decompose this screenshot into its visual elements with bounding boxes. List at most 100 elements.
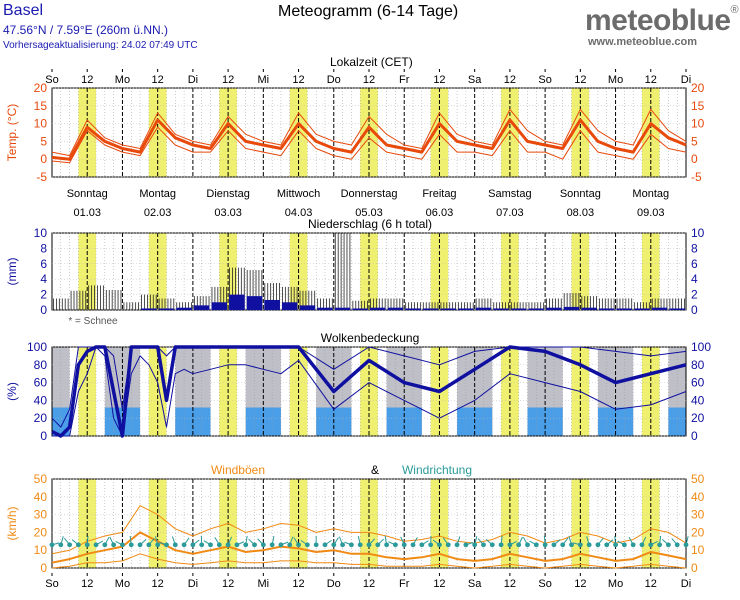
wind-dir-arrow <box>685 536 689 545</box>
wind-dir-arrow <box>183 537 190 546</box>
y-tick-right: 4 <box>691 272 698 286</box>
day-date: 03.03 <box>214 207 242 219</box>
y-tick-right: 0 <box>691 429 698 443</box>
precip-median-bar <box>370 307 386 310</box>
y-tick-right: 80 <box>691 358 705 372</box>
bottom-hour-label: Mi <box>258 578 270 590</box>
top-hour-label: So <box>538 74 551 86</box>
wind-dir-arrow <box>465 542 474 546</box>
wind-dir-marker <box>216 542 222 548</box>
top-hour-label: 12 <box>504 74 516 86</box>
panel-3-ylabel: (%) <box>5 382 19 401</box>
y-tick-left: 0 <box>40 303 47 317</box>
wind-dir-arrow <box>661 538 669 546</box>
temp-line-median <box>51 118 687 161</box>
day-date: 09.03 <box>637 207 665 219</box>
precip-median-bar <box>264 299 280 310</box>
day-name: Freitag <box>422 188 456 200</box>
y-tick-left: 60 <box>34 376 48 390</box>
bottom-hour-label: 12 <box>645 578 657 590</box>
precip-median-bar <box>493 308 509 310</box>
brand-logo[interactable]: meteoblue® <box>585 4 739 38</box>
gust-line-upper <box>51 505 687 555</box>
panel-border <box>51 478 687 569</box>
wind-dir-arrow <box>553 539 561 546</box>
wind-dir-marker <box>639 542 645 548</box>
precip-median-bar <box>317 307 333 310</box>
precip-median-bar <box>546 307 562 310</box>
wind-dir-arrow <box>456 536 461 546</box>
bottom-hour-label: 12 <box>363 578 375 590</box>
y-tick-right: 30 <box>691 508 705 522</box>
wind-dir-arrow <box>159 542 167 546</box>
wind-dir-arrow <box>338 536 344 546</box>
y-tick-right: 10 <box>691 117 705 131</box>
y-tick-right: 40 <box>691 490 705 504</box>
y-tick-right: 2 <box>691 288 698 302</box>
brand-url[interactable]: www.meteoblue.com <box>588 36 698 48</box>
wind-dir-arrow <box>432 539 440 546</box>
top-hour-label: Fr <box>399 74 410 86</box>
temp-line-upper <box>51 108 687 157</box>
top-hour-label: 12 <box>292 74 304 86</box>
wind-dir-arrow <box>388 541 396 546</box>
wind-dir-arrow <box>442 537 449 546</box>
wind-dir-arrow <box>333 537 339 546</box>
top-hour-label: 12 <box>574 74 586 86</box>
precip-median-bar <box>563 306 580 310</box>
y-tick-left: 20 <box>34 411 48 425</box>
precip-median-bar <box>229 294 245 310</box>
precip-title: Niederschlag (6 h total) <box>308 217 432 231</box>
wind-dir-arrow <box>509 540 517 546</box>
brand-name: meteoblue <box>585 4 731 37</box>
top-hour-label: So <box>45 74 58 86</box>
panel-border <box>51 232 687 311</box>
top-hour-label: 12 <box>222 74 234 86</box>
wind-dir-arrow <box>95 540 104 546</box>
bottom-hour-label: 12 <box>574 578 586 590</box>
bottom-hour-label: So <box>45 578 58 590</box>
wind-dir-arrow <box>368 538 376 546</box>
precip-median-bar <box>246 296 263 310</box>
wind-dir-arrow <box>155 536 159 545</box>
y-tick-right: 10 <box>691 543 705 557</box>
wind-dir-arrow <box>597 537 604 546</box>
wind-dir-arrow <box>573 542 581 546</box>
cloud-line-upper <box>51 346 687 428</box>
precip-median-bar <box>334 307 351 310</box>
top-hour-label: Di <box>681 74 691 86</box>
y-tick-right: 0 <box>691 303 698 317</box>
day-date: 02.03 <box>144 207 172 219</box>
y-tick-right: 0 <box>691 152 698 166</box>
wind-dir-arrow <box>377 538 385 546</box>
cloud-title: Wolkenbedeckung <box>321 331 420 345</box>
y-tick-left: 50 <box>34 472 48 486</box>
wind-dir-arrow <box>606 539 614 546</box>
wind-dir-arrow <box>236 541 245 546</box>
precip-median-bar <box>176 307 192 310</box>
wind-dir-arrow <box>344 541 352 546</box>
bottom-hour-label: 12 <box>152 578 164 590</box>
wind-dir-arrow <box>139 538 147 546</box>
wind-dir-arrow <box>129 535 132 545</box>
panel-2-ylabel: (mm) <box>5 258 19 286</box>
bottom-hour-label: 12 <box>81 578 93 590</box>
wind-dir-arrow <box>659 535 662 545</box>
y-tick-right: 10 <box>691 226 705 240</box>
bottom-hour-label: Sa <box>468 578 482 590</box>
day-name: Samstag <box>488 188 531 200</box>
cloud-line-lower <box>52 346 687 437</box>
panel-4-ylabel: (km/h) <box>5 507 19 541</box>
wind-dir-arrow <box>248 538 255 546</box>
wind-dir-arrow <box>384 535 388 545</box>
wind-dir-arrow <box>64 537 71 546</box>
precip-median-bar <box>440 308 457 310</box>
y-tick-right: -5 <box>691 170 702 184</box>
precip-median-bar <box>616 308 633 310</box>
y-tick-left: 20 <box>34 525 48 539</box>
y-tick-right: 20 <box>691 411 705 425</box>
y-tick-left: 5 <box>40 134 47 148</box>
temp-line-lower <box>51 126 687 164</box>
wind-dir-arrow <box>568 536 573 546</box>
precip-median-bar <box>158 308 175 310</box>
